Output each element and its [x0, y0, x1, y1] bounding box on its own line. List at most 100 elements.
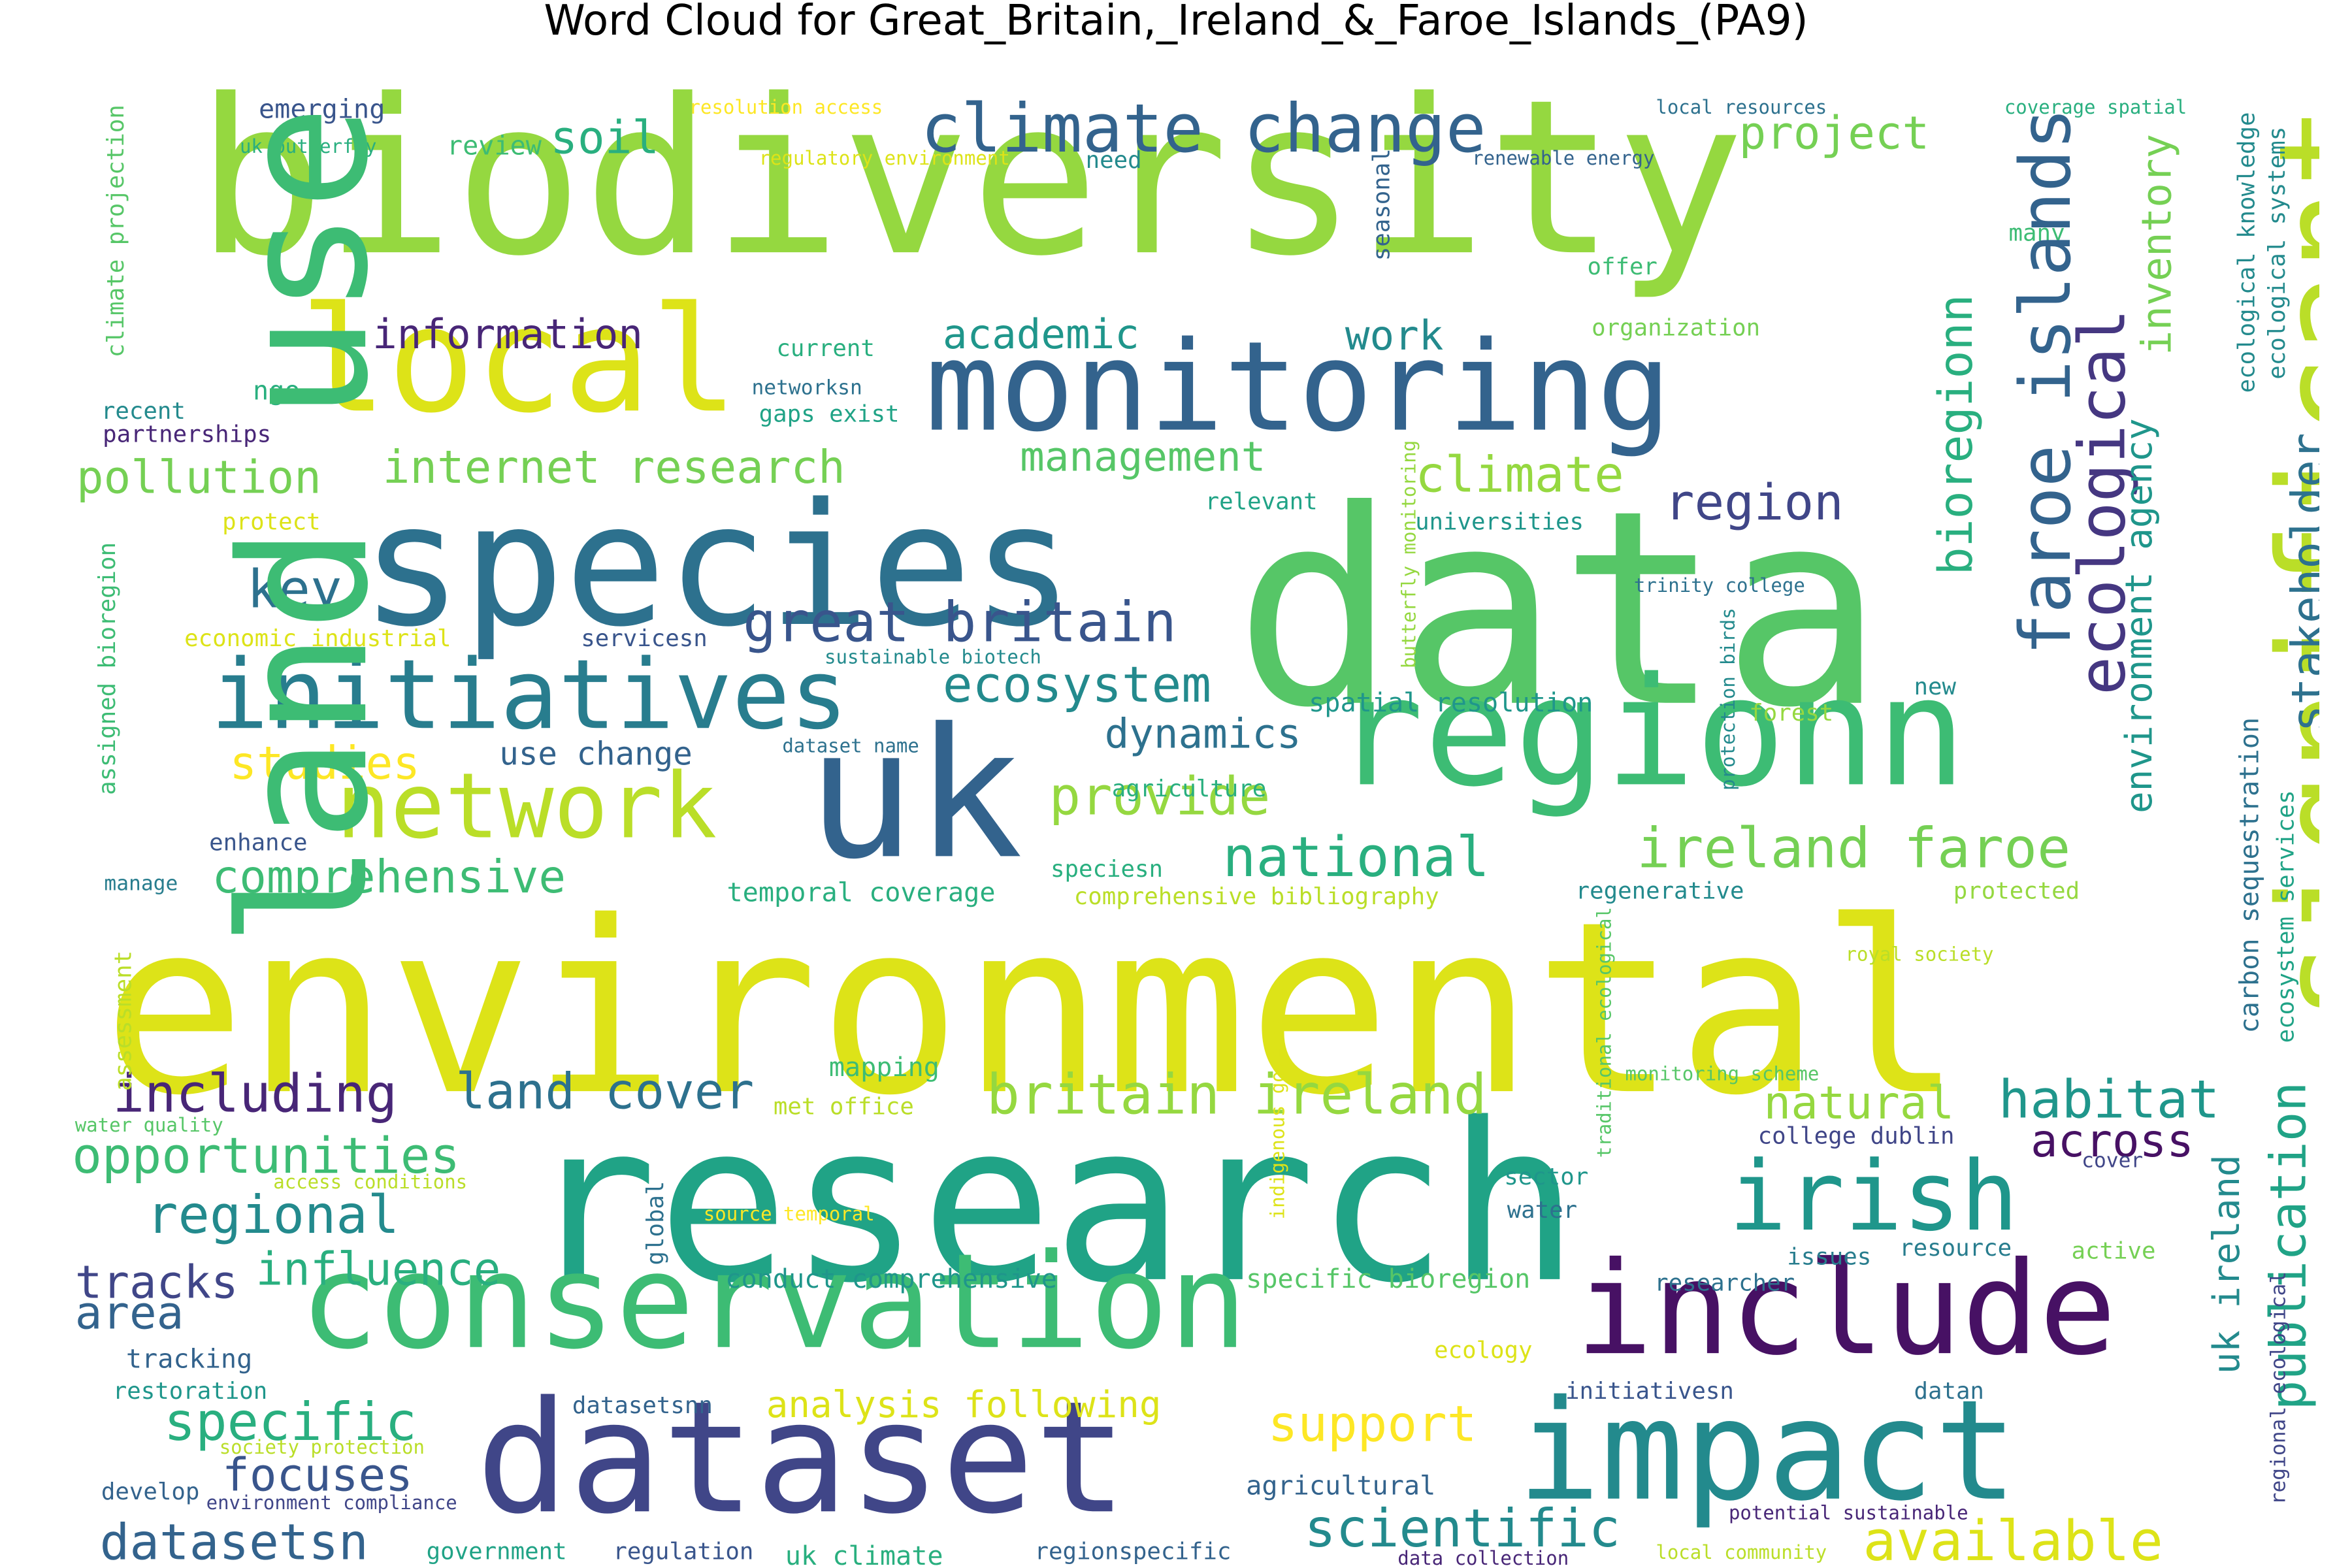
word-faroe-islands: faroe islands: [2006, 108, 2087, 655]
word-seasonal: seasonal: [1369, 148, 1396, 261]
word-temporal-coverage: temporal coverage: [727, 877, 995, 907]
word-partnerships: partnerships: [103, 421, 271, 448]
word-carbon-sequestration: carbon sequestration: [2235, 717, 2265, 1034]
word-dataset: dataset: [476, 1367, 1128, 1548]
word-uk-ireland: uk ireland: [2206, 1154, 2248, 1374]
word-environment-compliance: environment compliance: [206, 1492, 457, 1514]
word-environment-agency: environment agency: [2118, 418, 2161, 813]
word-water: water: [1507, 1197, 1577, 1224]
word-cover: cover: [2082, 1149, 2143, 1172]
word-servicesn: servicesn: [581, 625, 707, 652]
word-datan: datan: [1914, 1378, 1984, 1405]
word-local: local: [299, 275, 738, 445]
word-land-cover: land cover: [455, 1063, 754, 1120]
word-conservation: conservation: [299, 1226, 1247, 1379]
word-research: research: [525, 1076, 1579, 1331]
word-information: information: [372, 310, 643, 358]
word-across: across: [2031, 1115, 2194, 1168]
word-restoration: restoration: [113, 1378, 267, 1405]
word-significant: significant: [2249, 105, 2319, 1022]
word-mapping: mapping: [829, 1053, 939, 1083]
word-climate-projection: climate projection: [103, 105, 129, 357]
word-ecological-knowledge: ecological knowledge: [2233, 112, 2260, 393]
word-regionn: regionn: [1333, 645, 1967, 820]
word-monitoring: monitoring: [925, 315, 1671, 459]
word-relevant: relevant: [1205, 488, 1318, 515]
word-resolution-access: resolution access: [689, 96, 883, 118]
word-great-britain: great britain: [743, 591, 1177, 655]
word-ngo: ngo: [253, 376, 301, 406]
word-work: work: [1345, 312, 1444, 359]
word-cloud-area: biodiversity environmental data research spe…: [33, 46, 2319, 1568]
word-new: new: [1914, 674, 1956, 700]
word-soil: soil: [550, 112, 659, 164]
word-comprehensive: comprehensive: [212, 851, 566, 904]
word-national: national: [1222, 825, 1490, 890]
figure-title: Word Cloud for Great_Britain,_Ireland_&_…: [544, 0, 1808, 45]
word-recent: recent: [101, 398, 186, 425]
word-protect: protect: [222, 509, 320, 536]
word-uk-butterfly: uk butterfly: [240, 135, 377, 157]
word-organization: organization: [1592, 315, 1760, 342]
word-potential-sustainable: potential sustainable: [1729, 1502, 1968, 1524]
word-conduct-comprehensive: conduct comprehensive: [725, 1264, 1057, 1294]
word-uk-climate: uk climate: [785, 1541, 943, 1568]
word-universities: universities: [1415, 509, 1584, 536]
word-provide: provide: [1049, 765, 1271, 826]
word-habitat: habitat: [1999, 1069, 2220, 1130]
word-assessment: assessment: [110, 951, 137, 1091]
word-land-use: land use: [203, 105, 407, 947]
word-gaps-exist: gaps exist: [759, 400, 900, 427]
word-butterfly-monitoring: butterfly monitoring: [1397, 440, 1420, 668]
word-traditional-ecological: traditional ecological: [1593, 907, 1615, 1158]
word-enhance: enhance: [209, 830, 307, 857]
word-coverage-spatial: coverage spatial: [2004, 96, 2187, 118]
word-local-resources: local resources: [1656, 96, 1827, 118]
word-focuses: focuses: [222, 1449, 413, 1501]
word-speciesn: speciesn: [1051, 856, 1163, 883]
word-networksn: networksn: [751, 376, 862, 399]
word-ireland-faroe: ireland faroe: [1637, 817, 2070, 881]
word-network: network: [336, 754, 717, 859]
word-available: available: [1863, 1509, 2163, 1568]
word-spatial-resolution: spatial resolution: [1309, 688, 1593, 718]
word-issues: issues: [1787, 1244, 1871, 1271]
word-initiativesn: initiativesn: [1565, 1378, 1734, 1405]
word-scientific: scientific: [1304, 1497, 1620, 1559]
word-many: many: [2009, 220, 2065, 247]
word-irish: irish: [1729, 1140, 2018, 1252]
word-comprehensive-bibliography: comprehensive bibliography: [1074, 883, 1439, 910]
word-tracking: tracking: [126, 1345, 252, 1375]
word-use-change: use change: [499, 735, 693, 773]
word-government: government: [427, 1538, 567, 1565]
word-environmental: environmental: [103, 870, 1963, 1147]
word-specific-bioregion: specific bioregion: [1246, 1264, 1530, 1294]
word-society-protection: society protection: [220, 1436, 425, 1458]
word-natural: natural: [1764, 1077, 1955, 1130]
word-data: data: [1234, 453, 1884, 767]
word-trinity-college: trinity college: [1634, 574, 1805, 596]
word-datasetsn: datasetsn: [100, 1513, 368, 1568]
word-influence: influence: [256, 1244, 501, 1296]
word-academic: academic: [943, 310, 1139, 358]
word-key: key: [247, 558, 342, 619]
word-tracks: tracks: [75, 1257, 238, 1309]
word-source-temporal: source temporal: [704, 1203, 875, 1225]
word-protection-birds: protection birds: [1717, 608, 1739, 790]
word-biodiversity: biodiversity: [196, 54, 1745, 303]
word-climate: climate: [1415, 446, 1624, 504]
word-manage: manage: [104, 872, 178, 895]
word-data-collection: data collection: [1397, 1547, 1569, 1568]
word-ecosystem: ecosystem: [943, 656, 1211, 713]
word-researcher: researcher: [1654, 1270, 1795, 1297]
word-renewable-energy: renewable energy: [1472, 147, 1654, 169]
word-including: including: [113, 1063, 397, 1124]
word-agricultural: agricultural: [1246, 1471, 1435, 1501]
word-ecosystem-services: ecosystem services: [2273, 790, 2300, 1043]
word-college-dublin: college dublin: [1758, 1122, 1955, 1149]
word-ecological-systems: ecological systems: [2264, 127, 2291, 380]
word-ecological: ecological: [2066, 309, 2140, 695]
word-include: include: [1576, 1235, 2117, 1384]
word-sector: sector: [1504, 1164, 1588, 1190]
